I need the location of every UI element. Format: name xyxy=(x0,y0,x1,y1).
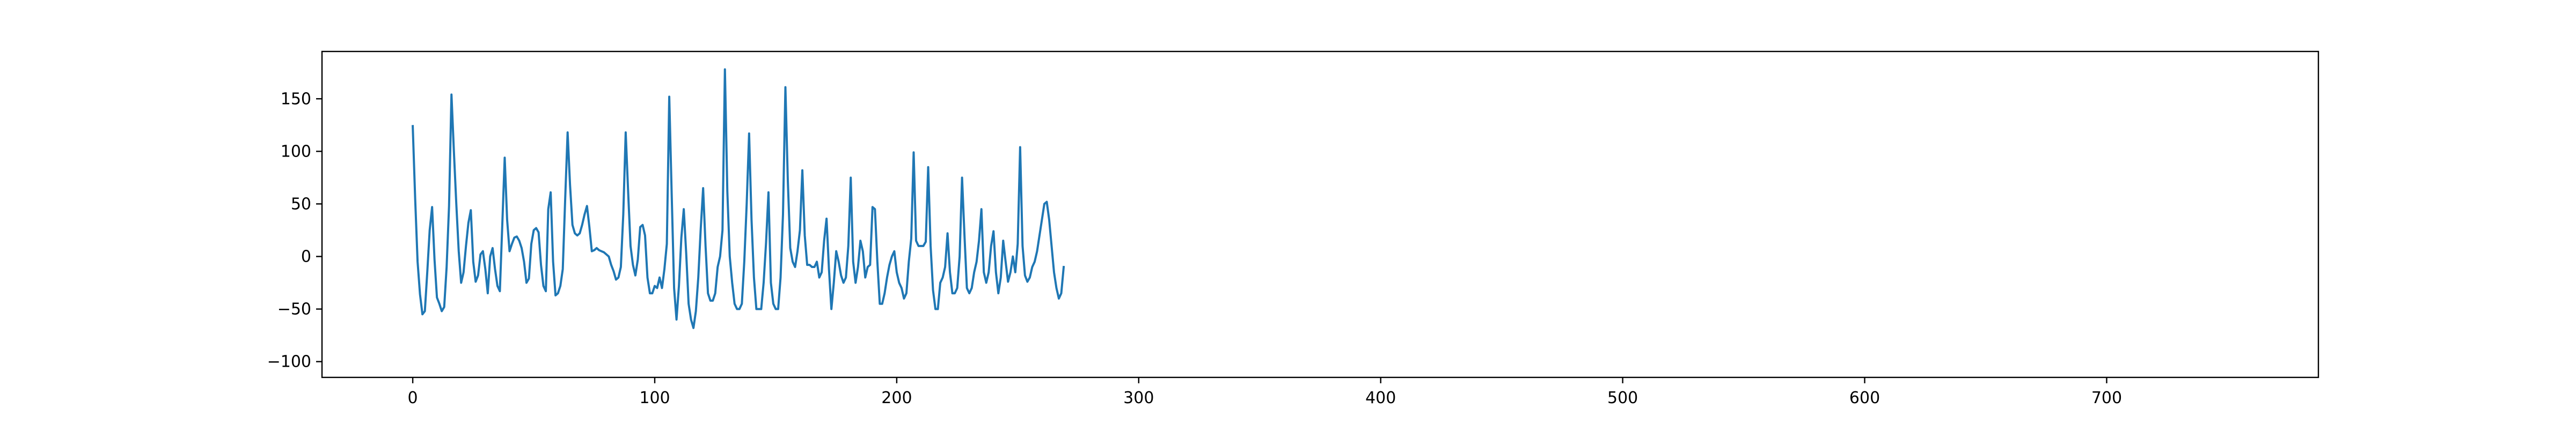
y-tick-label: −50 xyxy=(277,300,311,319)
x-tick-label: 100 xyxy=(639,389,670,407)
y-tick-label: 150 xyxy=(281,90,311,108)
y-tick-label: −100 xyxy=(267,353,311,371)
x-axis: 0 100 200 300 400 500 600 700 xyxy=(408,377,2122,407)
series-line xyxy=(412,68,1065,329)
x-tick-label: 0 xyxy=(408,389,418,407)
x-tick-label: 600 xyxy=(1849,389,1880,407)
x-tick-label: 400 xyxy=(1365,389,1396,407)
x-tick-label: 500 xyxy=(1607,389,1638,407)
y-tick-label: 50 xyxy=(291,195,311,213)
x-tick-label: 300 xyxy=(1123,389,1154,407)
y-tick-label: 100 xyxy=(281,142,311,161)
y-tick-label: 0 xyxy=(301,247,311,266)
plot-frame xyxy=(321,50,2319,378)
y-axis: −100 −50 0 50 100 150 xyxy=(267,90,322,371)
plot-area xyxy=(322,51,2318,377)
x-tick-label: 700 xyxy=(2091,389,2122,407)
series-layer xyxy=(412,68,1065,329)
x-tick-label: 200 xyxy=(881,389,912,407)
